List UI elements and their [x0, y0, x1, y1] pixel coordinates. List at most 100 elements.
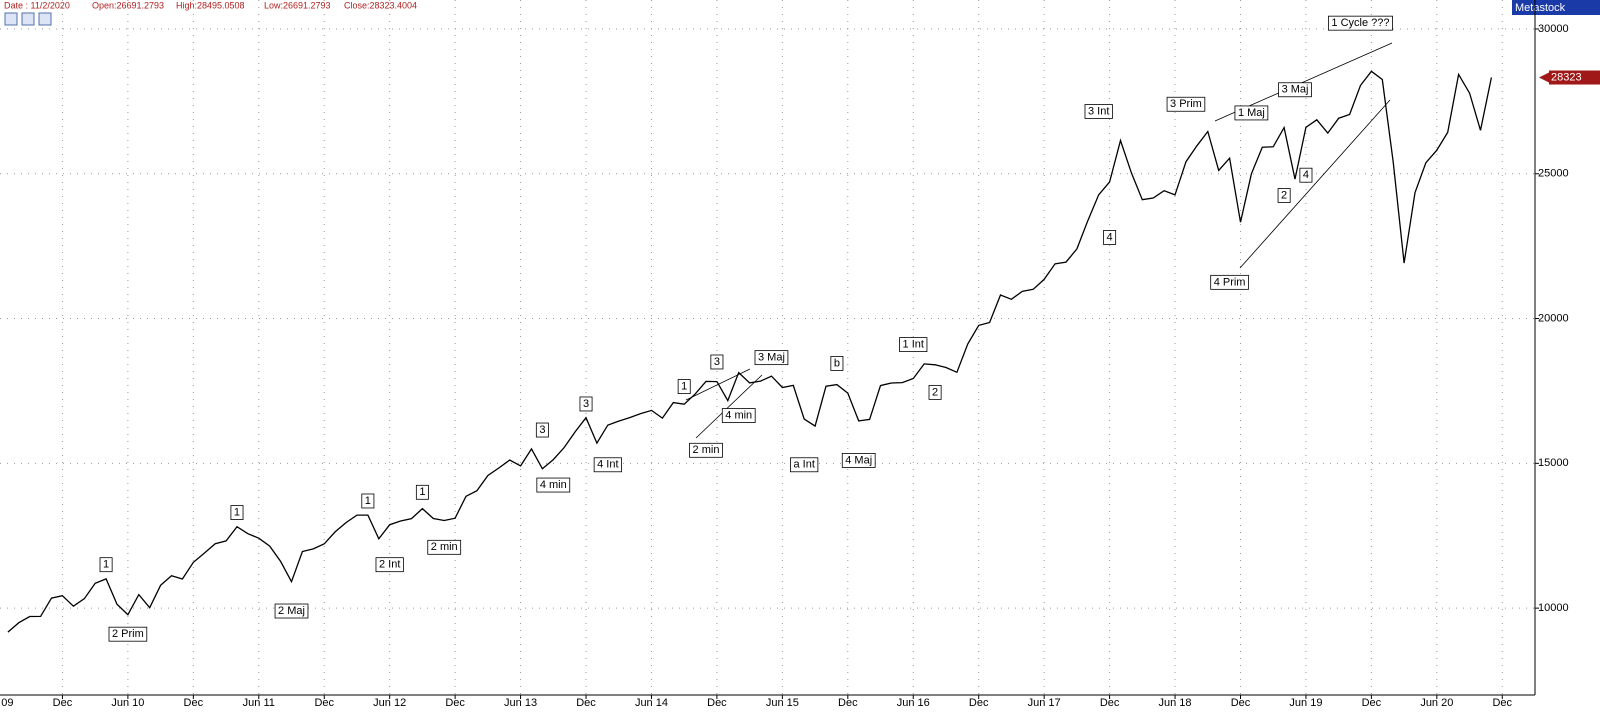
wave-label: 3 [579, 396, 593, 412]
wave-label-text: 2 [932, 386, 938, 398]
wave-label: 1 Int [899, 337, 928, 353]
x-tick-label: Jun 10 [111, 697, 144, 709]
x-tick-label: Jun 18 [1159, 697, 1192, 709]
wave-label-box [427, 539, 462, 555]
wave-label: a Int [790, 457, 819, 473]
wave-label-box [415, 484, 429, 500]
wave-label-box [579, 396, 593, 412]
wave-label: 4 min [536, 477, 571, 493]
wave-label-box [274, 603, 309, 619]
wave-label: 4 Int [593, 457, 622, 473]
wave-label: 1 [99, 557, 113, 573]
wave-label-box [1210, 274, 1249, 290]
wave-label-box [1328, 15, 1393, 31]
x-tick-label: Jun 14 [635, 697, 668, 709]
wave-label-box [535, 422, 549, 438]
wave-label: 2 [1277, 188, 1291, 203]
wave-label-text: 2 min [693, 444, 720, 456]
wave-label: 1 [230, 505, 244, 520]
wave-label-box [1166, 96, 1206, 112]
wave-label-text: 2 Prim [112, 628, 144, 640]
wave-label-text: 1 [234, 506, 240, 518]
x-tick-label: Dec [184, 697, 204, 709]
brand: Metastock [1515, 2, 1566, 14]
wave-label: 3 Prim [1166, 96, 1206, 112]
trendline [695, 374, 763, 439]
wave-label: 1 [677, 379, 691, 394]
wave-label-text: 1 [681, 381, 687, 393]
wave-label-box [1084, 104, 1113, 119]
wave-label: 4 [1299, 167, 1313, 183]
wave-label: 3 [710, 354, 724, 370]
wave-label-box [108, 626, 148, 642]
price-marker-arrow [1539, 72, 1549, 83]
wave-label: 2 Prim [108, 626, 148, 642]
wave-label-box [536, 477, 571, 493]
x-tick-label: Dec [53, 697, 73, 709]
toolbar-icons [4, 12, 52, 26]
wave-label: 2 Maj [274, 603, 309, 619]
wave-label-text: 2 Int [379, 559, 400, 571]
x-tick-label: Jun 16 [897, 697, 930, 709]
wave-label-box [689, 442, 723, 458]
wave-label-text: 2 min [431, 541, 458, 553]
wave-label-text: 1 [365, 495, 371, 507]
wave-label: 2 [928, 384, 942, 400]
wave-label-text: 1 Int [903, 339, 924, 351]
x-tick-label: Jun 09 [0, 697, 14, 709]
wave-label-box [593, 457, 622, 473]
icon[interactable] [38, 12, 52, 26]
icon[interactable] [21, 12, 35, 26]
x-tick-label: Dec [838, 697, 858, 709]
wave-label-text: 3 Int [1088, 105, 1109, 117]
wave-label-text: 3 [539, 424, 545, 436]
wave-label: 4 Maj [841, 453, 876, 468]
y-tick-label: 10000 [1538, 602, 1569, 614]
header-open: Open:26691.2793 [92, 0, 164, 10]
wave-label-text: 4 Maj [845, 454, 872, 466]
x-tick-label: Dec [707, 697, 727, 709]
wave-label-box [361, 493, 375, 509]
wave-label-text: 1 [419, 486, 425, 498]
wave-label-text: 3 [583, 398, 589, 410]
wave-label-text: 3 Maj [1282, 84, 1309, 96]
wave-label-text: 3 Prim [1170, 98, 1202, 110]
y-tick-label: 15000 [1538, 457, 1569, 469]
wave-label-box [375, 557, 404, 573]
x-tick-label: Jun 19 [1289, 697, 1322, 709]
wave-label-box [1277, 188, 1291, 203]
wave-label-text: 2 [1281, 189, 1287, 201]
price-marker-label: 28323 [1551, 71, 1582, 83]
price-line [7, 70, 1493, 633]
x-tick-label: Jun 17 [1028, 697, 1061, 709]
x-tick-label: Dec [1362, 697, 1382, 709]
wave-label-text: 4 min [725, 409, 752, 421]
x-tick-label: Dec [314, 697, 334, 709]
x-tick-label: Dec [576, 697, 596, 709]
x-tick-label: Jun 20 [1420, 697, 1453, 709]
wave-label-box [830, 356, 844, 371]
y-tick-label: 20000 [1538, 312, 1569, 324]
icon[interactable] [4, 12, 18, 26]
wave-label: 3 Maj [754, 350, 789, 366]
wave-label: b [830, 356, 844, 371]
wave-label-box [841, 453, 876, 468]
wave-label-box [710, 354, 724, 370]
wave-label: 3 Maj [1278, 82, 1312, 98]
wave-label-text: b [834, 357, 840, 369]
brand-badge [1512, 0, 1600, 15]
x-tick-label: Jun 13 [504, 697, 537, 709]
wave-label: 2 Int [375, 557, 404, 573]
wave-label: 4 min [721, 408, 756, 423]
wave-label-text: 4 Prim [1214, 276, 1246, 288]
wave-label-box [754, 350, 789, 366]
wave-label: 2 min [689, 442, 723, 458]
wave-label-box [99, 557, 113, 573]
x-tick-label: Dec [1231, 697, 1251, 709]
header-high: High:28495.0508 [176, 0, 245, 10]
wave-label-box [790, 457, 819, 473]
wave-label-box [1299, 167, 1313, 183]
wave-label: 2 min [427, 539, 462, 555]
